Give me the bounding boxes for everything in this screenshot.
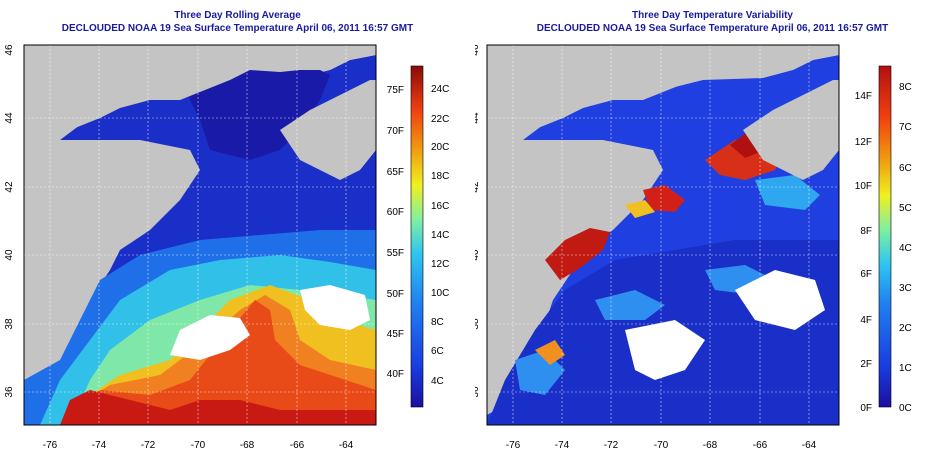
- panel-subtitle: DECLOUDED NOAA 19 Sea Surface Temperatur…: [61, 23, 414, 34]
- x-tick-label: -74: [92, 440, 107, 451]
- x-tick-label: -66: [290, 440, 305, 451]
- panel-title: Three Day Temperature Variability: [632, 10, 793, 21]
- x-tick-label: -64: [802, 440, 817, 451]
- x-tick-label: -66: [753, 440, 768, 451]
- x-tick-label: -64: [339, 440, 354, 451]
- x-tick-label: -68: [703, 440, 718, 451]
- colorbar-label: 45F: [387, 329, 404, 340]
- x-tick-label: -70: [191, 440, 206, 451]
- colorbar-label: 14F: [855, 91, 872, 102]
- panel-subtitle: DECLOUDED NOAA 19 Sea Surface Temperatur…: [536, 23, 889, 34]
- y-tick-label: 46: [4, 44, 15, 56]
- colorbar-label: 2F: [860, 359, 872, 370]
- colorbar-label: 10C: [431, 288, 449, 299]
- grid-lines: [487, 45, 839, 425]
- colorbar-label: 2C: [899, 323, 912, 334]
- colorbar-label: 1C: [899, 363, 912, 374]
- colorbar-label: 14C: [431, 230, 449, 241]
- y-tick-label: 38: [475, 318, 481, 330]
- sst-map: [24, 45, 376, 425]
- colorbar-label: 75F: [387, 85, 404, 96]
- x-tick-label: -68: [240, 440, 255, 451]
- colorbar-label: 40F: [387, 369, 404, 380]
- y-tick-label: 42: [475, 181, 481, 193]
- colorbar-label: 65F: [387, 167, 404, 178]
- colorbar-label: 20C: [431, 142, 449, 153]
- map-frame: [486, 44, 840, 426]
- colorbar-label: 70F: [387, 126, 404, 137]
- colorbar-label: 60F: [387, 207, 404, 218]
- colorbar-label: 3C: [899, 283, 912, 294]
- x-tick-label: -70: [654, 440, 669, 451]
- colorbar-label: 55F: [387, 248, 404, 259]
- colorbar-label: 6C: [431, 346, 444, 357]
- x-tick-label: -72: [141, 440, 156, 451]
- x-tick-label: -76: [506, 440, 521, 451]
- colorbar-label: 7C: [899, 122, 912, 133]
- colorbar-label: 4C: [899, 243, 912, 254]
- colorbar-label: 12F: [855, 137, 872, 148]
- colorbar-label: 5C: [899, 203, 912, 214]
- colorbar-label: 8F: [860, 226, 872, 237]
- colorbar-label: 0F: [860, 403, 872, 414]
- colorbar-label: 50F: [387, 289, 404, 300]
- colorbar-celsius-labels: 24C 22C 20C 18C 16C 14C 12C 10C 8C 6C 4C: [431, 84, 449, 387]
- y-tick-label: 38: [4, 318, 15, 330]
- y-tick-label: 36: [4, 386, 15, 398]
- colorbar-label: 24C: [431, 84, 449, 95]
- x-tick-label: -76: [43, 440, 58, 451]
- grid-lines: [24, 45, 376, 425]
- colorbar-label: 10F: [855, 181, 872, 192]
- x-axis: -76 -74 -72 -70 -68 -66 -64: [506, 440, 817, 451]
- y-tick-label: 44: [475, 112, 481, 124]
- colorbar-label: 0C: [899, 403, 912, 414]
- y-tick-label: 42: [4, 181, 15, 193]
- colorbar-label: 22C: [431, 114, 449, 125]
- x-tick-label: -74: [555, 440, 570, 451]
- colorbar-celsius-labels: 8C 7C 6C 5C 4C 3C 2C 1C 0C: [899, 82, 912, 414]
- y-tick-label: 44: [4, 112, 15, 124]
- colorbar-fahrenheit-labels: 14F 12F 10F 8F 6F 4F 2F 0F: [855, 91, 872, 414]
- y-tick-label: 40: [475, 249, 481, 261]
- colorbar: [410, 65, 424, 408]
- panel-rolling-average: Three Day Rolling Average DECLOUDED NOAA…: [4, 10, 449, 451]
- colorbar-label: 4C: [431, 376, 444, 387]
- colorbar-label: 8C: [899, 82, 912, 93]
- colorbar-label: 18C: [431, 171, 449, 182]
- panel-temperature-variability: Three Day Temperature Variability DECLOU…: [475, 0, 950, 475]
- y-tick-label: 40: [4, 249, 15, 261]
- x-tick-label: -72: [604, 440, 619, 451]
- colorbar-label: 12C: [431, 259, 449, 270]
- x-axis: -76 -74 -72 -70 -68 -66 -64: [43, 440, 354, 451]
- map-svg: -76 -74 -72 -70 -68 -66 -64 36 38 40 42 …: [475, 44, 912, 451]
- variability-map: [487, 45, 839, 425]
- y-tick-label: 36: [475, 386, 481, 398]
- colorbar: [878, 65, 892, 408]
- colorbar-label: 8C: [431, 317, 444, 328]
- y-axis: 36 38 40 42 44 46: [475, 44, 481, 398]
- colorbar-label: 6C: [899, 163, 912, 174]
- colorbar-label: 4F: [860, 315, 872, 326]
- map-svg: -76 -74 -72 -70 -68 -66 -64 36 38 40 42 …: [4, 44, 449, 451]
- colorbar-label: 16C: [431, 201, 449, 212]
- panel-title: Three Day Rolling Average: [174, 10, 301, 21]
- map-frame: [23, 44, 377, 426]
- y-axis: 36 38 40 42 44 46: [4, 44, 15, 398]
- colorbar-label: 6F: [860, 269, 872, 280]
- y-tick-label: 46: [475, 44, 481, 56]
- colorbar-fahrenheit-labels: 75F 70F 65F 60F 55F 50F 45F 40F: [387, 85, 404, 380]
